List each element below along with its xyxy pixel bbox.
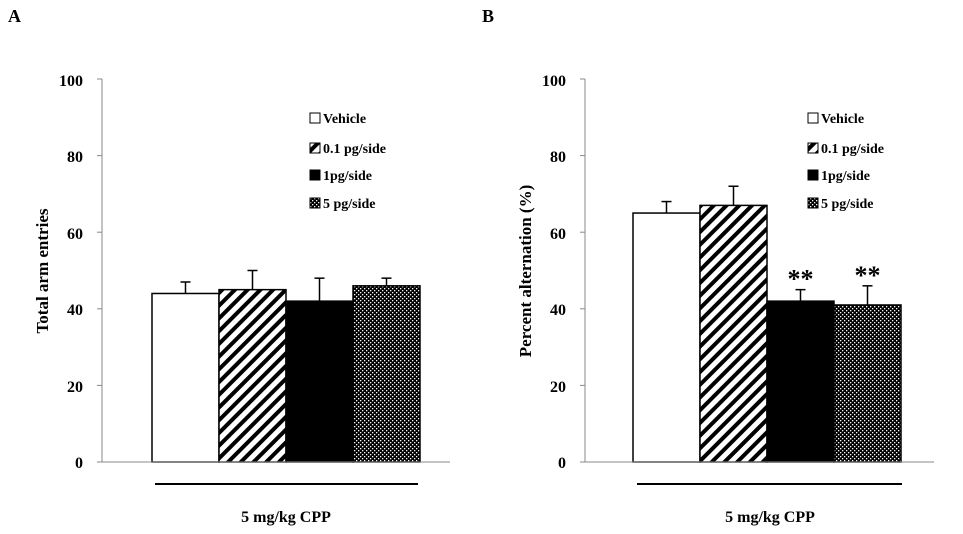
panel-b-y-tick-100: 100	[542, 73, 566, 90]
panel-b-significance-5pg: **	[855, 261, 881, 290]
panel-b-y-tick-40: 40	[550, 302, 566, 319]
legend-swatch-0.1pg	[309, 142, 321, 154]
panel-a-y-tick-60: 60	[67, 226, 83, 243]
panel-a: A 0 20 40 60 80 100 Total arm entries Ve…	[8, 6, 450, 526]
legend-label-0.1pg: 0.1 pg/side	[821, 142, 884, 157]
panel-a-legend: Vehicle 0.1 pg/side 1pg/side 5 pg/side	[309, 112, 386, 212]
panel-a-y-tick-40: 40	[67, 302, 83, 319]
panel-a-y-tick-0: 0	[75, 455, 83, 472]
panel-b-bar-0.1pg	[699, 204, 768, 463]
panel-b-bars: ** **	[632, 185, 902, 463]
panel-a-bar-0.1pg	[218, 288, 287, 463]
panel-a-y-axis-title: Total arm entries	[33, 208, 52, 333]
panel-b-bar-5pg	[833, 304, 902, 463]
legend-swatch-1pg	[807, 169, 819, 181]
panel-b-letter: B	[482, 6, 494, 26]
panel-b-group-label: 5 mg/kg CPP	[725, 509, 815, 526]
panel-b-y-tick-20: 20	[550, 379, 566, 396]
legend-label-5pg: 5 pg/side	[821, 197, 874, 212]
panel-a-bars	[151, 269, 421, 463]
panel-a-group-label: 5 mg/kg CPP	[241, 509, 331, 526]
panel-b-axes	[580, 78, 934, 463]
legend-label-5pg: 5 pg/side	[323, 197, 376, 212]
panel-b-significance-1pg: **	[788, 265, 814, 294]
panel-a-letter: A	[8, 6, 21, 26]
panel-a-bar-1pg	[285, 300, 354, 463]
panel-b-y-tick-60: 60	[550, 226, 566, 243]
panel-a-bar-vehicle	[151, 292, 220, 463]
panel-b-y-tick-0: 0	[558, 455, 566, 472]
legend-label-vehicle: Vehicle	[821, 112, 864, 127]
legend-label-vehicle: Vehicle	[323, 112, 366, 127]
panel-b-y-tick-80: 80	[550, 149, 566, 166]
legend-swatch-5pg	[807, 197, 819, 209]
legend-label-1pg: 1pg/side	[323, 169, 372, 184]
legend-label-1pg: 1pg/side	[821, 169, 870, 184]
legend-swatch-vehicle	[309, 112, 321, 124]
panel-a-bar-5pg	[352, 285, 421, 463]
panel-b-bar-1pg	[766, 300, 835, 463]
panel-a-axes	[97, 78, 450, 463]
legend-label-0.1pg: 0.1 pg/side	[323, 142, 386, 157]
panel-b-legend: Vehicle 0.1 pg/side 1pg/side 5 pg/side	[807, 112, 884, 212]
panel-a-y-tick-100: 100	[59, 73, 83, 90]
legend-swatch-0.1pg	[807, 142, 819, 154]
panel-b-y-axis-title: Percent alternation (%)	[516, 185, 535, 357]
legend-swatch-1pg	[309, 169, 321, 181]
legend-swatch-5pg	[309, 197, 321, 209]
panel-b: B 0 20 40 60 80 100 Percent alternation …	[482, 6, 934, 526]
panel-a-y-tick-80: 80	[67, 149, 83, 166]
panel-b-bar-vehicle	[632, 212, 701, 463]
panel-a-y-tick-20: 20	[67, 379, 83, 396]
legend-swatch-vehicle	[807, 112, 819, 124]
panel-b-y-ticks: 0 20 40 60 80 100	[542, 73, 566, 472]
panel-a-y-ticks: 0 20 40 60 80 100	[59, 73, 83, 472]
